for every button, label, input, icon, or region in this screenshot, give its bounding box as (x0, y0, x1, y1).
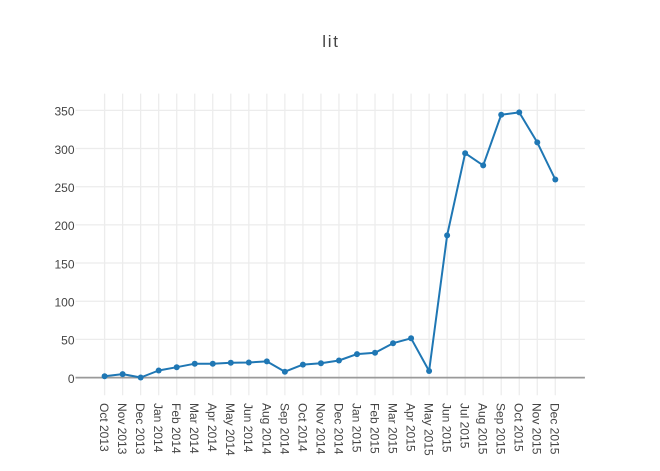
svg-text:Jan 2014: Jan 2014 (151, 403, 165, 453)
svg-text:lit: lit (322, 32, 339, 51)
svg-text:Jun 2014: Jun 2014 (241, 403, 255, 453)
svg-text:Feb 2014: Feb 2014 (169, 403, 183, 454)
svg-text:Aug 2014: Aug 2014 (259, 403, 273, 455)
svg-text:Nov 2013: Nov 2013 (115, 403, 129, 455)
svg-text:Nov 2014: Nov 2014 (313, 403, 327, 455)
svg-text:Jul 2015: Jul 2015 (458, 403, 472, 449)
svg-text:May 2014: May 2014 (223, 403, 237, 456)
svg-text:250: 250 (54, 181, 74, 195)
svg-text:Feb 2015: Feb 2015 (367, 403, 381, 454)
svg-text:Sep 2014: Sep 2014 (277, 403, 291, 455)
svg-text:Dec 2015: Dec 2015 (548, 403, 562, 455)
svg-text:200: 200 (54, 219, 74, 233)
svg-text:Apr 2015: Apr 2015 (403, 403, 417, 452)
svg-text:0: 0 (68, 372, 75, 386)
svg-text:150: 150 (54, 257, 74, 271)
svg-text:Oct 2015: Oct 2015 (512, 403, 526, 452)
svg-text:Dec 2014: Dec 2014 (331, 403, 345, 455)
svg-text:300: 300 (54, 143, 74, 157)
svg-text:May 2015: May 2015 (422, 403, 436, 456)
svg-text:Apr 2014: Apr 2014 (205, 403, 219, 452)
svg-text:Jun 2015: Jun 2015 (440, 403, 454, 453)
svg-text:Oct 2013: Oct 2013 (97, 403, 111, 452)
svg-text:Oct 2014: Oct 2014 (295, 403, 309, 452)
svg-text:Mar 2014: Mar 2014 (187, 403, 201, 454)
svg-text:Sep 2015: Sep 2015 (494, 403, 508, 455)
svg-text:Jan 2015: Jan 2015 (349, 403, 363, 453)
svg-text:Dec 2013: Dec 2013 (133, 403, 147, 455)
svg-text:100: 100 (54, 295, 74, 309)
svg-text:Nov 2015: Nov 2015 (530, 403, 544, 455)
svg-text:Mar 2015: Mar 2015 (385, 403, 399, 454)
svg-text:Aug 2015: Aug 2015 (476, 403, 490, 455)
svg-text:50: 50 (61, 334, 75, 348)
svg-text:350: 350 (54, 105, 74, 119)
